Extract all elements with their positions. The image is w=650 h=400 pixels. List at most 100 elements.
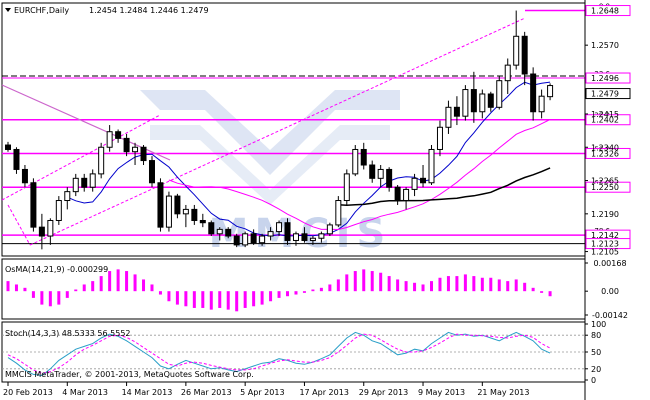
osma-bar — [387, 276, 391, 292]
candle — [21, 165, 28, 188]
candle-body — [377, 168, 384, 179]
osma-bar — [531, 287, 535, 292]
price-tag-text: 1.2496 — [591, 74, 619, 83]
candle-body — [259, 235, 266, 244]
osma-bar — [319, 287, 323, 292]
osma-bar — [40, 291, 44, 305]
candle — [521, 31, 528, 86]
candle — [513, 10, 520, 70]
osma-bar — [421, 284, 425, 292]
osma-bar — [201, 291, 205, 308]
candle — [292, 231, 299, 246]
candle — [326, 222, 333, 237]
osma-bar — [353, 271, 357, 292]
candle — [301, 227, 308, 243]
ohlc-values: 1.2454 1.2484 1.2446 1.2479 — [89, 6, 209, 15]
price-tag-box — [585, 5, 631, 17]
candle-body — [352, 148, 359, 175]
osma-bar — [302, 291, 306, 293]
stoch-tick-label: 20 — [591, 365, 601, 374]
osma-bar — [413, 282, 417, 292]
price-tick-label: 1.2105 — [591, 248, 619, 257]
stoch-tick-label: 0 — [591, 376, 596, 385]
watermark-chevron — [140, 90, 400, 175]
time-label: 5 Apr 2013 — [240, 388, 284, 397]
osma-bar — [133, 274, 137, 292]
price-tag-box — [585, 238, 631, 250]
trend-line — [29, 17, 526, 246]
osma-tick-label: -0.00142 — [592, 311, 628, 320]
dropdown-triangle-icon[interactable] — [5, 8, 11, 12]
candle — [182, 204, 189, 228]
osma-bar — [362, 269, 366, 292]
candle-body — [81, 177, 88, 188]
osma-bar — [328, 284, 332, 292]
candle-body — [191, 208, 198, 221]
osma-bar — [31, 291, 35, 298]
candle-body — [233, 235, 240, 246]
moving-average-fast — [67, 81, 551, 237]
candle — [47, 218, 54, 245]
candle-body — [182, 208, 189, 215]
osma-bar — [252, 291, 256, 307]
moving-average-slow — [338, 167, 551, 207]
candle-body — [538, 95, 545, 113]
current-price-text: 1.2479 — [591, 90, 619, 99]
osma-bar — [99, 276, 103, 292]
candle — [132, 142, 139, 166]
candle-body — [64, 191, 71, 202]
price-panel[interactable]: 0.01.264823.61.249638.21.240250.01.23266… — [1, 2, 631, 257]
price-tick-label: 1.2340 — [591, 143, 619, 152]
osma-bar — [235, 291, 239, 312]
candle-body — [89, 173, 96, 188]
candle — [377, 165, 384, 188]
osma-bar — [523, 282, 527, 292]
candle-body — [521, 35, 528, 75]
osma-bar — [91, 281, 95, 292]
copyright-text: MMCIS MetaTrader, © 2001-2013, MetaQuote… — [5, 370, 254, 379]
osma-bar — [167, 291, 171, 302]
candle — [55, 196, 62, 225]
stoch-label: Stoch(14,3,3) 48.5333 56.5552 — [5, 329, 131, 338]
candle-body — [55, 200, 62, 221]
candle — [445, 100, 452, 134]
candle-body — [462, 89, 469, 117]
candle — [115, 129, 122, 143]
osma-bar — [294, 291, 298, 295]
candle-body — [403, 188, 410, 202]
candle-body — [496, 80, 503, 108]
osma-bar — [548, 291, 552, 297]
price-level-tag: 1.2250 — [585, 181, 631, 193]
stoch-tick-label: 100 — [591, 320, 606, 329]
candle — [453, 96, 460, 126]
osma-bar — [455, 276, 459, 292]
candle — [496, 76, 503, 110]
candle-body — [420, 177, 427, 184]
price-tag-text: 1.2142 — [591, 231, 619, 240]
candle-body — [318, 233, 325, 239]
candle-body — [208, 222, 215, 235]
osma-bar — [65, 291, 69, 298]
price-tag-box — [585, 114, 631, 126]
osma-bar — [269, 291, 273, 302]
candle — [233, 233, 240, 248]
candle-body — [513, 35, 520, 66]
candle — [369, 160, 376, 183]
candle-body — [369, 164, 376, 179]
osma-bar — [150, 284, 154, 292]
candle — [148, 156, 155, 188]
candle — [428, 145, 435, 185]
candle — [174, 193, 181, 219]
osma-bar — [175, 291, 179, 305]
stochastic-panel[interactable]: 100 80 50 20 0 — [1, 320, 606, 385]
candle-body — [30, 182, 37, 228]
candle-body — [250, 233, 257, 244]
candle — [420, 165, 427, 188]
time-axis: 20 Feb 2013 4 Mar 2013 14 Mar 2013 26 Mar 2… — [3, 382, 529, 397]
price-level-tag: 1.2123 — [585, 238, 631, 250]
osma-bar — [286, 291, 290, 297]
osma-bar — [23, 287, 27, 292]
candle — [98, 142, 105, 179]
price-tag-text: 1.2402 — [591, 116, 619, 125]
